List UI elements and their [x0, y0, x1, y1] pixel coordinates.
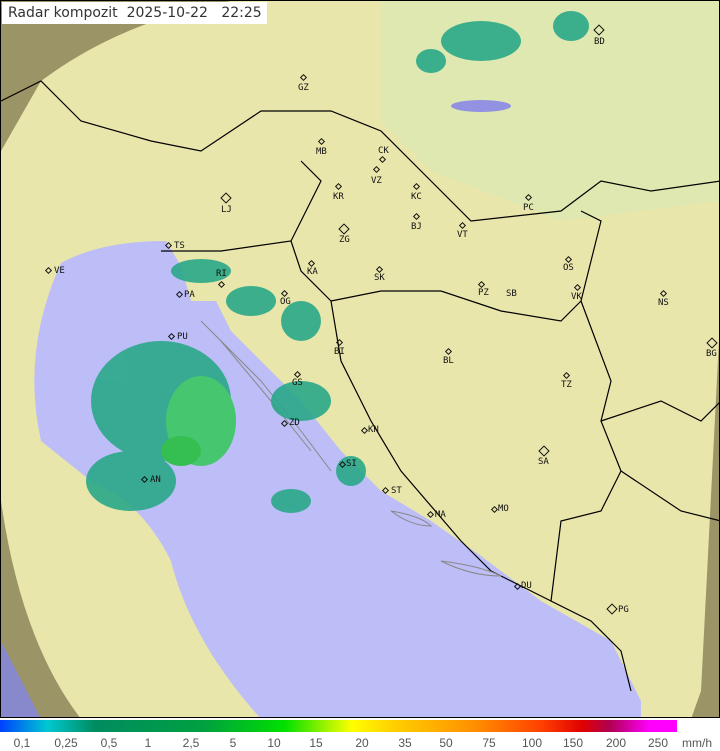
city-label: SA: [538, 457, 549, 467]
city-label: KN: [368, 425, 379, 435]
city-label: TS: [174, 241, 185, 251]
city-label: BL: [443, 356, 454, 366]
city-label: MB: [316, 147, 327, 157]
legend-tick-label: 0,1: [13, 736, 31, 750]
city-label: VE: [54, 266, 65, 276]
city-label: BD: [594, 37, 605, 47]
city-label: NS: [658, 298, 669, 308]
legend-tick-label: 75: [482, 736, 496, 750]
city-label: PC: [523, 203, 534, 213]
legend-tick-label: 250: [647, 736, 669, 750]
legend-tick-label: 0,25: [54, 736, 78, 750]
country-borders: [1, 80, 719, 692]
city-label: GS: [292, 378, 303, 388]
city-label: OS: [563, 263, 574, 273]
city-label: BI: [334, 347, 345, 357]
city-label: RI: [216, 269, 227, 279]
city-label: PG: [618, 605, 629, 615]
city-label: VK: [571, 292, 582, 302]
legend-tick-label: 150: [562, 736, 584, 750]
city-label: LJ: [221, 205, 232, 215]
city-label: TZ: [561, 380, 572, 390]
city-label: CK: [378, 146, 389, 156]
city-label: ZG: [339, 235, 350, 245]
radar-time: 22:25: [221, 5, 262, 21]
legend-unit: mm/h: [682, 736, 712, 750]
tyrrhenian-sea: [1, 641, 40, 717]
legend-tick-label: 5: [229, 736, 237, 750]
city-label: ST: [391, 486, 402, 496]
city-label: PZ: [478, 288, 489, 298]
legend-tick-label: 15: [309, 736, 323, 750]
city-label: SB: [506, 289, 517, 299]
legend-tick-label: 20: [355, 736, 369, 750]
legend-tick-label: 50: [439, 736, 453, 750]
city-label: PA: [184, 290, 195, 300]
product-name: Radar kompozit: [8, 5, 118, 21]
legend-tick-label: 0,5: [100, 736, 118, 750]
map-background: [1, 1, 719, 717]
city-label: PU: [177, 332, 188, 342]
city-label: GZ: [298, 83, 309, 93]
precipitation-color-scale: [0, 720, 677, 732]
precipitation-echoes: [86, 11, 589, 513]
radar-date: 2025-10-22: [126, 5, 208, 21]
legend-tick-label: 2,5: [182, 736, 200, 750]
legend-tick-label: 1: [144, 736, 152, 750]
city-label: BG: [706, 349, 717, 359]
city-label: VT: [457, 230, 468, 240]
city-label: BJ: [411, 222, 422, 232]
city-label: DU: [521, 581, 532, 591]
city-label: KA: [307, 267, 318, 277]
city-label: AN: [150, 475, 161, 485]
legend-tick-label: 35: [398, 736, 412, 750]
city-label: SK: [374, 273, 385, 283]
map-title: Radar kompozit 2025-10-22 22:25: [2, 2, 267, 24]
city-label: ZD: [289, 418, 300, 428]
legend-tick-label: 10: [267, 736, 281, 750]
legend-tick-label: 200: [605, 736, 627, 750]
legend-tick-label: 100: [521, 736, 543, 750]
city-label: SI: [346, 459, 357, 469]
city-label: MO: [498, 504, 509, 514]
radar-map[interactable]: GZ BD MB CK VZ KR KC PC LJ ZG BJ VT TS VE RI KA SK OS PA PZ…: [0, 0, 720, 718]
city-label: OG: [280, 297, 291, 307]
city-label: MA: [435, 510, 446, 520]
city-label: KR: [333, 192, 344, 202]
city-label: VZ: [371, 176, 382, 186]
city-label: KC: [411, 192, 422, 202]
